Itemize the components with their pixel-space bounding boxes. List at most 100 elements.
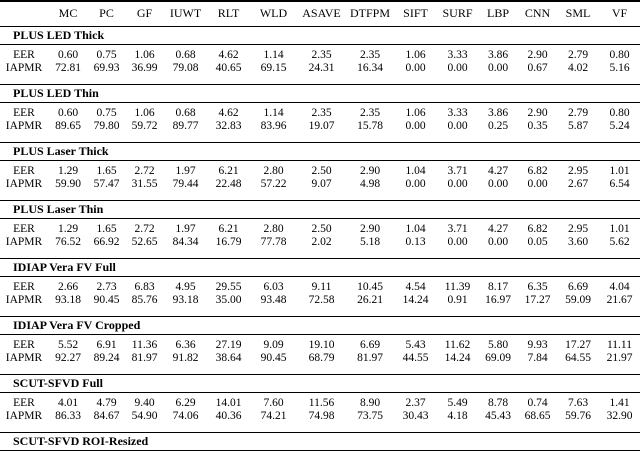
value-cell: 0.00: [447, 62, 468, 74]
value-cell: 5.24: [609, 120, 630, 132]
group-spacer-cell: [0, 134, 640, 143]
value-cell: 44.55: [402, 352, 429, 364]
value-cell: 4.62: [218, 49, 239, 61]
value-cell: 6.82: [527, 165, 548, 177]
value-cell: 5.16: [609, 62, 630, 74]
value-cell: 5.49: [447, 397, 468, 409]
value-cell: 4.02: [567, 62, 589, 74]
value-cell: 2.73: [96, 281, 117, 293]
value-cell: 81.97: [131, 352, 158, 364]
group-title-row: PLUS LED Thin: [0, 84, 640, 103]
value-cell: 1.04: [405, 223, 426, 235]
header-row: MC PC GF IUWT RLT WLD ASAVE DTFPM SIFT SURF LBP CNN…: [0, 0, 640, 27]
group-title: IDIAP Vera FV Full: [0, 258, 640, 277]
value-cell: 2.90: [359, 223, 381, 235]
value-cell: 68.65: [524, 410, 551, 422]
value-cell: 21.97: [606, 352, 633, 364]
value-cell: 89.77: [172, 120, 199, 132]
value-cell: 3.71: [447, 223, 468, 235]
group-title-row: PLUS Laser Thin: [0, 200, 640, 219]
value-cell: 9.11: [311, 281, 332, 293]
value-cell: 0.74: [527, 397, 548, 409]
value-cell: 2.90: [359, 165, 381, 177]
value-cell: 6.54: [609, 178, 630, 190]
column-header: SURF: [437, 0, 478, 27]
value-cell: 0.00: [405, 62, 426, 74]
value-cell: 7.84: [527, 352, 548, 364]
value-cell: 1.06: [405, 49, 426, 61]
value-cell: 92.27: [55, 352, 81, 364]
value-cell: 93.48: [260, 294, 287, 306]
value-cell: 19.10: [308, 339, 335, 351]
value-cell: 4.04: [609, 281, 630, 293]
value-cell: 16.97: [485, 294, 511, 306]
value-cell: 5.43: [405, 339, 426, 351]
column-header: ASAVE: [297, 0, 346, 27]
row-label: IAPMR: [5, 410, 43, 422]
value-cell: 4.98: [359, 178, 381, 190]
value-cell: 35.00: [215, 294, 242, 306]
value-cell: 76.52: [55, 236, 81, 248]
value-cell: 21.67: [606, 294, 633, 306]
value-cell: 74.98: [308, 410, 335, 422]
value-cell: 2.50: [311, 223, 332, 235]
column-header: GF: [125, 0, 164, 27]
metric-row: EER 2.66 2.73 6.83 4.95 29.55 6.03 9.11 10.45 4.5…: [0, 277, 640, 295]
value-cell: 11.39: [444, 281, 471, 293]
value-cell: 0.00: [527, 178, 548, 190]
column-header: LBP: [478, 0, 518, 27]
group-title: PLUS Laser Thin: [0, 200, 640, 219]
value-cell: 1.41: [609, 397, 630, 409]
value-cell: 2.37: [405, 397, 426, 409]
value-cell: 0.91: [447, 294, 468, 306]
value-cell: 83.96: [260, 120, 287, 132]
group-spacer: [0, 424, 640, 433]
group-title: PLUS LED Thick: [0, 26, 640, 45]
group-spacer: [0, 76, 640, 85]
value-cell: 3.86: [487, 107, 509, 119]
value-cell: 32.90: [606, 410, 633, 422]
value-cell: 0.00: [405, 120, 426, 132]
row-label: EER: [13, 397, 35, 409]
value-cell: 45.43: [485, 410, 511, 422]
value-cell: 5.62: [609, 236, 630, 248]
value-cell: 0.13: [405, 236, 426, 248]
value-cell: 89.65: [55, 120, 81, 132]
value-cell: 91.82: [172, 352, 199, 364]
metric-row: EER 4.01 4.79 9.40 6.29 14.01 7.60 11.56 8.90 2.3…: [0, 393, 640, 411]
value-cell: 93.18: [172, 294, 199, 306]
value-cell: 7.63: [567, 397, 589, 409]
value-cell: 90.45: [93, 294, 120, 306]
value-cell: 11.11: [606, 339, 633, 351]
column-header: DTFPM: [346, 0, 394, 27]
value-cell: 27.19: [215, 339, 242, 351]
value-cell: 0.80: [609, 49, 630, 61]
row-label: IAPMR: [5, 120, 43, 132]
value-cell: 2.67: [567, 178, 589, 190]
value-cell: 1.01: [609, 223, 630, 235]
value-cell: 0.75: [96, 49, 117, 61]
group-title-row: PLUS Laser Thick: [0, 142, 640, 161]
value-cell: 1.65: [96, 165, 117, 177]
value-cell: 2.90: [527, 107, 548, 119]
value-cell: 84.34: [172, 236, 199, 248]
value-cell: 2.35: [311, 49, 332, 61]
value-cell: 9.40: [134, 397, 155, 409]
column-header: MC: [48, 0, 88, 27]
value-cell: 85.76: [131, 294, 158, 306]
value-cell: 57.22: [260, 178, 287, 190]
group-title: SCUT-SFVD Full: [0, 374, 640, 393]
value-cell: 8.90: [359, 397, 381, 409]
metric-row: IAPMR 89.65 79.80 59.72 89.77 32.83 83.96 19.07…: [0, 120, 640, 134]
group-spacer: [0, 134, 640, 143]
group-title-row: IDIAP Vera FV Full: [0, 258, 640, 277]
group-spacer-cell: [0, 308, 640, 317]
value-cell: 7.60: [263, 397, 284, 409]
value-cell: 0.00: [405, 178, 426, 190]
value-cell: 2.66: [57, 281, 79, 293]
value-cell: 3.33: [447, 107, 468, 119]
row-label: EER: [13, 49, 35, 61]
group-title-row: SCUT-SFVD ROI-Resized: [0, 432, 640, 451]
metric-row: IAPMR 59.90 57.47 31.55 79.44 22.48 57.22 9.07 4…: [0, 178, 640, 192]
